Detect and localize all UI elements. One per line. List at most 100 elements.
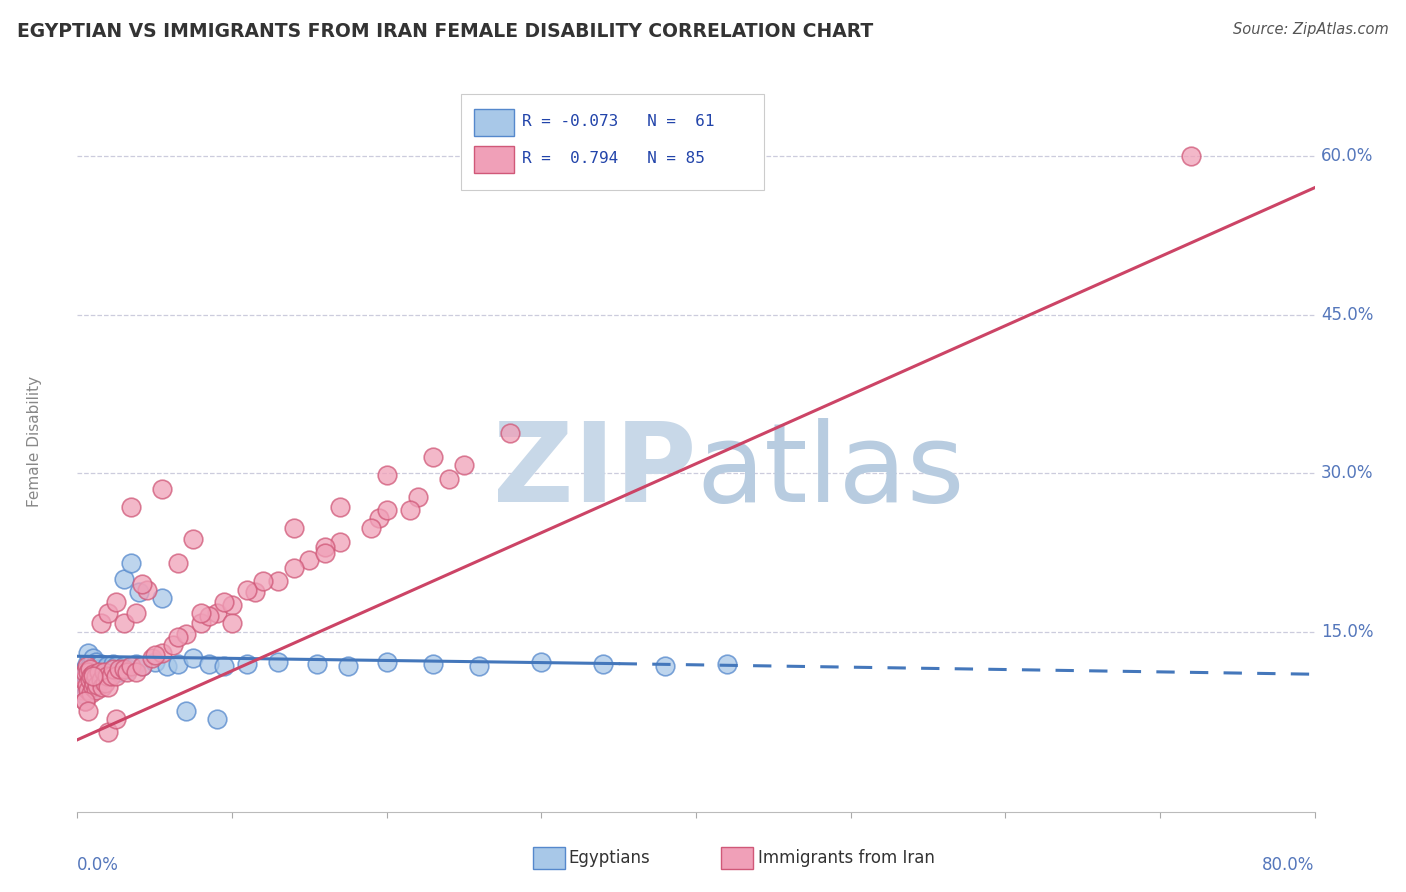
Point	[283, 561, 305, 575]
Point	[77, 678, 100, 692]
Point	[125, 665, 148, 679]
Point	[375, 655, 398, 669]
Point	[82, 669, 104, 683]
Point	[221, 616, 243, 631]
Text: Egyptians: Egyptians	[568, 848, 651, 867]
Point	[125, 606, 148, 620]
Point	[72, 667, 94, 681]
Point	[141, 651, 163, 665]
Point	[80, 686, 103, 700]
Point	[136, 582, 159, 597]
Point	[108, 665, 131, 679]
Text: 80.0%: 80.0%	[1263, 856, 1315, 874]
Point	[77, 646, 100, 660]
Point	[190, 616, 212, 631]
Point	[422, 450, 444, 465]
Point	[298, 553, 321, 567]
Point	[82, 665, 104, 679]
Point	[84, 669, 107, 683]
Point	[94, 675, 117, 690]
Point	[79, 669, 101, 683]
Point	[96, 669, 118, 683]
Point	[337, 658, 360, 673]
Point	[82, 651, 104, 665]
Point	[101, 662, 124, 676]
Point	[152, 482, 174, 496]
Point	[101, 657, 124, 671]
Point	[72, 673, 94, 687]
Point	[80, 665, 103, 679]
Text: 0.0%: 0.0%	[77, 856, 120, 874]
Point	[162, 638, 184, 652]
Point	[76, 657, 98, 671]
Point	[183, 651, 205, 665]
Point	[167, 630, 190, 644]
Point	[112, 572, 135, 586]
Point	[75, 662, 96, 676]
Point	[131, 658, 153, 673]
Point	[105, 658, 127, 673]
Point	[167, 556, 190, 570]
Text: 45.0%: 45.0%	[1320, 306, 1374, 324]
Point	[437, 472, 460, 486]
Point	[267, 574, 290, 589]
Point	[167, 657, 190, 671]
Point	[198, 609, 221, 624]
Point	[84, 683, 107, 698]
Point	[267, 655, 290, 669]
Point	[76, 658, 98, 673]
FancyBboxPatch shape	[533, 847, 565, 869]
Point	[499, 426, 522, 441]
Point	[214, 658, 236, 673]
Point	[86, 669, 108, 683]
Point	[252, 574, 274, 589]
Point	[83, 673, 105, 687]
Point	[152, 591, 174, 605]
Point	[100, 669, 122, 683]
Point	[654, 658, 676, 673]
Point	[91, 680, 114, 694]
Point	[530, 655, 553, 669]
Point	[79, 658, 101, 673]
Text: R = -0.073   N =  61: R = -0.073 N = 61	[522, 114, 714, 129]
Point	[399, 503, 422, 517]
Point	[77, 704, 100, 718]
Point	[90, 616, 111, 631]
Point	[77, 683, 100, 698]
Point	[406, 490, 429, 504]
Point	[143, 648, 166, 663]
Text: 30.0%: 30.0%	[1320, 464, 1374, 483]
Point	[97, 725, 120, 739]
Point	[283, 521, 305, 535]
Point	[190, 606, 212, 620]
Point	[174, 704, 197, 718]
Point	[143, 655, 166, 669]
Point	[87, 662, 110, 676]
Point	[70, 678, 93, 692]
Point	[105, 669, 127, 683]
Text: Immigrants from Iran: Immigrants from Iran	[758, 848, 935, 867]
Point	[245, 584, 267, 599]
Point	[91, 665, 114, 679]
FancyBboxPatch shape	[474, 146, 515, 173]
Point	[112, 658, 135, 673]
FancyBboxPatch shape	[474, 109, 515, 136]
Point	[82, 680, 104, 694]
Point	[105, 595, 127, 609]
Point	[108, 662, 131, 676]
Point	[79, 662, 101, 676]
Point	[75, 689, 96, 703]
Point	[86, 678, 108, 692]
Point	[76, 673, 98, 687]
Point	[152, 646, 174, 660]
Point	[329, 535, 352, 549]
Point	[75, 694, 96, 708]
Point	[82, 667, 104, 681]
Point	[100, 662, 122, 676]
Point	[97, 680, 120, 694]
Point	[174, 627, 197, 641]
Point	[75, 665, 96, 679]
Point	[307, 657, 329, 671]
Point	[121, 556, 143, 570]
Point	[236, 582, 259, 597]
